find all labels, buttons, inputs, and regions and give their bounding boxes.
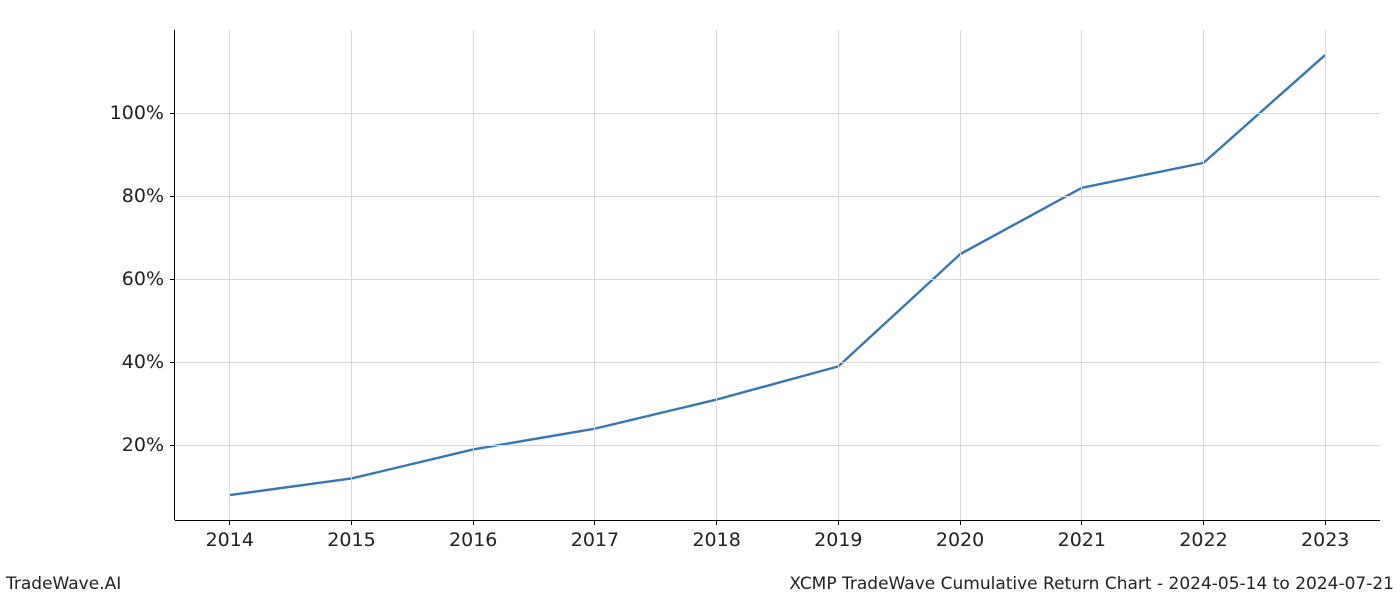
y-tick-label: 20% bbox=[122, 434, 164, 456]
x-tick-label: 2014 bbox=[206, 529, 254, 551]
grid-line-horizontal bbox=[175, 196, 1380, 197]
x-tick-label: 2015 bbox=[327, 529, 375, 551]
grid-line-vertical bbox=[1325, 30, 1326, 520]
x-tick-label: 2022 bbox=[1179, 529, 1227, 551]
grid-line-vertical bbox=[1203, 30, 1204, 520]
y-tick-label: 40% bbox=[122, 351, 164, 373]
x-tick-label: 2023 bbox=[1301, 529, 1349, 551]
footer-right-label: XCMP TradeWave Cumulative Return Chart -… bbox=[789, 574, 1394, 594]
footer-left-label: TradeWave.AI bbox=[6, 574, 121, 594]
grid-line-horizontal bbox=[175, 362, 1380, 363]
x-tick-label: 2016 bbox=[449, 529, 497, 551]
y-axis-spine bbox=[174, 30, 175, 520]
grid-line-vertical bbox=[473, 30, 474, 520]
line-layer bbox=[0, 0, 1400, 600]
chart-container: 2014 2015 2016 2017 2018 2019 2020 2021 2022 2023… bbox=[0, 0, 1400, 600]
y-tick-label: 100% bbox=[110, 102, 164, 124]
x-tick-label: 2019 bbox=[814, 529, 862, 551]
x-tick-label: 2017 bbox=[571, 529, 619, 551]
grid-line-vertical bbox=[838, 30, 839, 520]
series-line bbox=[230, 55, 1325, 495]
x-tick-label: 2020 bbox=[936, 529, 984, 551]
grid-line-vertical bbox=[716, 30, 717, 520]
y-tick-label: 80% bbox=[122, 185, 164, 207]
x-tick-label: 2018 bbox=[692, 529, 740, 551]
grid-line-vertical bbox=[229, 30, 230, 520]
x-tick-label: 2021 bbox=[1058, 529, 1106, 551]
grid-line-vertical bbox=[960, 30, 961, 520]
x-axis-spine bbox=[175, 520, 1380, 521]
grid-line-vertical bbox=[594, 30, 595, 520]
grid-line-horizontal bbox=[175, 445, 1380, 446]
y-tick-label: 60% bbox=[122, 268, 164, 290]
grid-line-vertical bbox=[351, 30, 352, 520]
grid-line-horizontal bbox=[175, 279, 1380, 280]
grid-line-vertical bbox=[1081, 30, 1082, 520]
grid-line-horizontal bbox=[175, 113, 1380, 114]
